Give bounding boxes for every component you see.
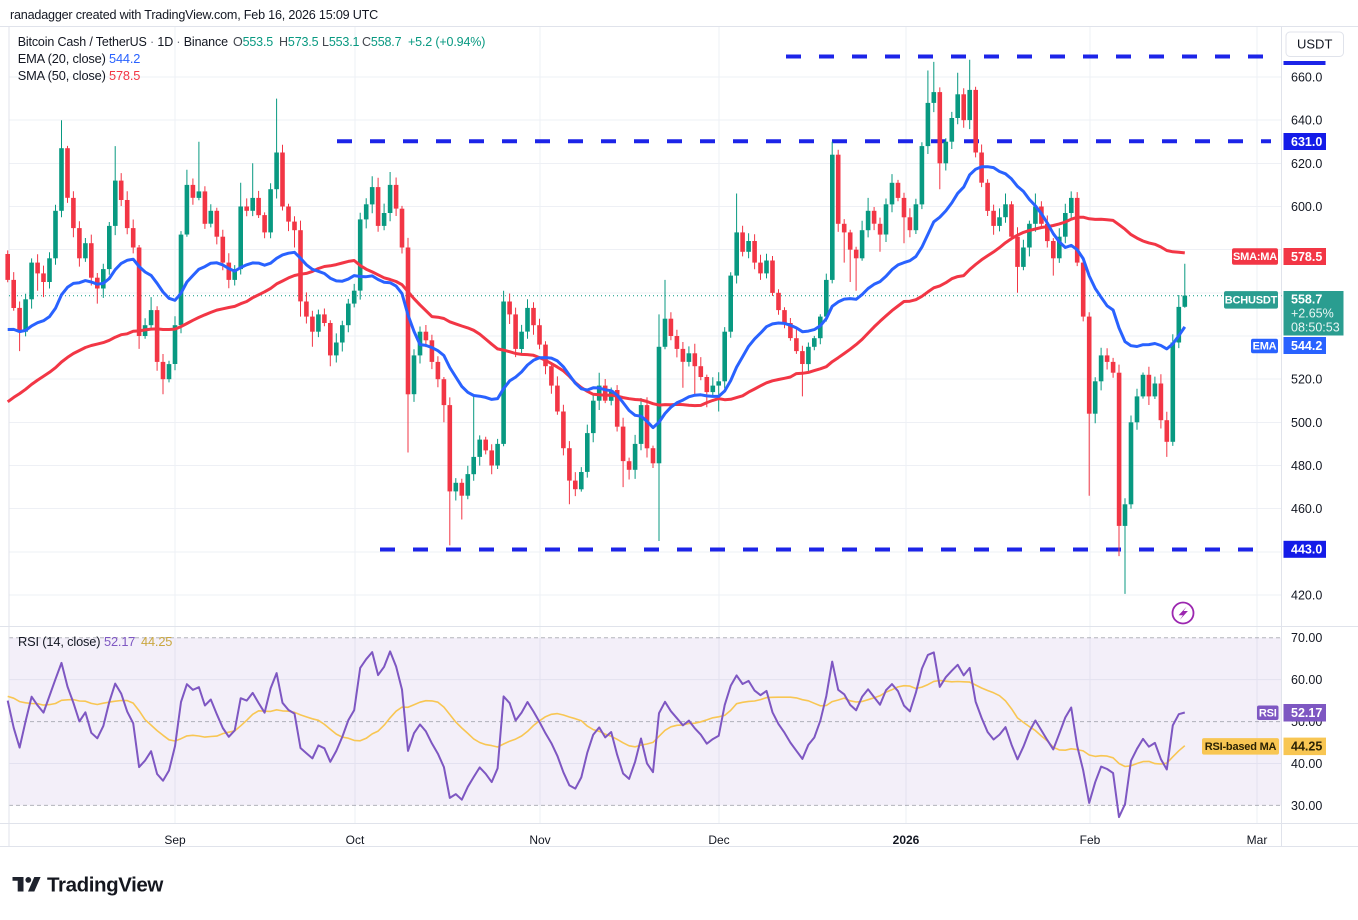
svg-text:RSI-based MA: RSI-based MA (1205, 741, 1277, 753)
svg-text:SMA:MA: SMA:MA (1233, 251, 1277, 263)
svg-text:Bitcoin Cash / TetherUS · 1D ·: Bitcoin Cash / TetherUS · 1D · Binance O5… (18, 35, 486, 49)
svg-text:52.17: 52.17 (1291, 706, 1322, 720)
svg-text:RSI: RSI (1259, 708, 1277, 720)
svg-text:EMA: EMA (1253, 341, 1277, 353)
svg-text:44.25: 44.25 (1291, 740, 1322, 754)
svg-text:BCHUSDT: BCHUSDT (1225, 295, 1278, 307)
svg-text:640.0: 640.0 (1291, 114, 1322, 128)
svg-text:2026: 2026 (893, 833, 920, 847)
svg-text:08:50:53: 08:50:53 (1291, 321, 1340, 335)
svg-text:EMA (20, close) 544.2: EMA (20, close) 544.2 (18, 51, 141, 66)
svg-text:ranadagger created with Tradin: ranadagger created with TradingView.com,… (10, 8, 378, 22)
svg-text:Mar: Mar (1247, 833, 1268, 847)
svg-text:620.0: 620.0 (1291, 157, 1322, 171)
svg-text:Sep: Sep (164, 833, 186, 847)
svg-text:558.7: 558.7 (1291, 293, 1322, 307)
svg-text:Nov: Nov (529, 833, 550, 847)
svg-text:Oct: Oct (346, 833, 365, 847)
svg-text:500.0: 500.0 (1291, 416, 1322, 430)
svg-text:70.00: 70.00 (1291, 631, 1322, 645)
svg-text:Dec: Dec (708, 833, 729, 847)
svg-text:460.0: 460.0 (1291, 502, 1322, 516)
svg-text:SMA (50, close) 578.5: SMA (50, close) 578.5 (18, 68, 141, 83)
svg-text:RSI (14, close) 52.17 44.25: RSI (14, close) 52.17 44.25 (18, 634, 172, 649)
svg-text:443.0: 443.0 (1291, 543, 1322, 557)
svg-text:420.0: 420.0 (1291, 588, 1322, 602)
svg-text:30.00: 30.00 (1291, 799, 1322, 813)
svg-text:520.0: 520.0 (1291, 373, 1322, 387)
svg-text:40.00: 40.00 (1291, 757, 1322, 771)
svg-text:578.5: 578.5 (1291, 250, 1322, 264)
svg-text:660.0: 660.0 (1291, 71, 1322, 85)
svg-text:USDT: USDT (1297, 37, 1332, 52)
svg-text:TradingView: TradingView (47, 874, 163, 897)
svg-text:+2.65%: +2.65% (1291, 307, 1334, 321)
svg-text:480.0: 480.0 (1291, 459, 1322, 473)
svg-text:600.0: 600.0 (1291, 200, 1322, 214)
svg-text:Feb: Feb (1080, 833, 1101, 847)
svg-text:631.0: 631.0 (1291, 135, 1322, 149)
svg-text:544.2: 544.2 (1291, 339, 1322, 353)
svg-text:60.00: 60.00 (1291, 673, 1322, 687)
